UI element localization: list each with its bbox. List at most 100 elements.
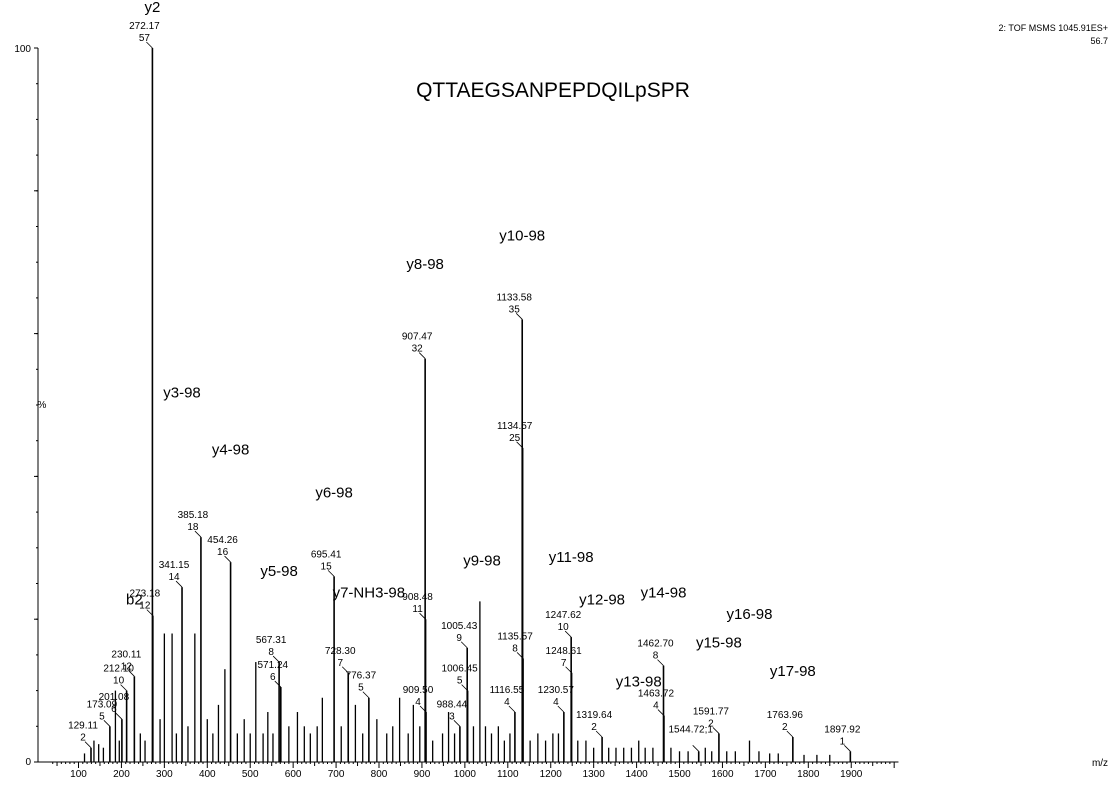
peak-leader bbox=[418, 352, 426, 359]
ion-annotation: y4-98 bbox=[212, 442, 250, 459]
peak-leader bbox=[120, 684, 127, 691]
peak-mz-label: 212.10 bbox=[103, 664, 134, 675]
peak-intensity-label: 8 bbox=[512, 643, 518, 654]
peak-mz-label: 1462.70 bbox=[637, 639, 674, 650]
ion-annotation: y12-98 bbox=[579, 592, 625, 609]
peak-mz-label: 1463.72 bbox=[638, 689, 675, 700]
peak-leader bbox=[565, 666, 572, 674]
peak-mz-label: 571.24 bbox=[258, 660, 289, 671]
peak-mz-label: 1319.64 bbox=[576, 710, 613, 721]
ion-annotation: y7-NH3-98 bbox=[333, 584, 406, 601]
x-tick-label: 1400 bbox=[625, 769, 648, 780]
peak-leader bbox=[274, 680, 282, 688]
peak-mz-label: 1763.96 bbox=[767, 710, 804, 721]
ion-annotation: y2 bbox=[144, 0, 160, 16]
peak-mz-label: 1133.58 bbox=[497, 292, 533, 303]
peak-intensity-label: 15 bbox=[321, 561, 333, 572]
axes: 0 100 100 200 300 400 500 600 700 800 900 1000 1100 1… bbox=[14, 44, 899, 780]
peak-mz-label: 1247.62 bbox=[545, 610, 582, 621]
peak-leader bbox=[175, 580, 183, 588]
peak-leader bbox=[692, 745, 700, 752]
ion-annotation: y3-98 bbox=[163, 385, 201, 402]
ion-annotation: y16-98 bbox=[727, 606, 773, 623]
peak-intensity-label: 1 bbox=[840, 736, 846, 747]
peak-mz-label: 341.15 bbox=[159, 560, 190, 571]
peak-leader bbox=[657, 709, 665, 716]
peak-mz-label: 173.09 bbox=[87, 699, 118, 710]
peak-mz-label: 1248.61 bbox=[546, 646, 583, 657]
peak-mz-label: 1897.92 bbox=[824, 724, 861, 735]
peak-leader bbox=[115, 712, 123, 720]
peak-intensity-label: 9 bbox=[456, 633, 462, 644]
x-tick-label: 400 bbox=[199, 769, 216, 780]
x-tick-label: 1100 bbox=[497, 769, 519, 780]
peak-intensity-label: 2 bbox=[708, 718, 714, 729]
ion-annotation: y15-98 bbox=[696, 634, 742, 651]
peak-mz-label: 385.18 bbox=[178, 510, 209, 521]
ion-annotation: y14-98 bbox=[641, 584, 687, 601]
x-axis-label: m/z bbox=[1092, 758, 1108, 769]
peak-mz-label: 230.11 bbox=[111, 649, 141, 660]
peak-intensity-label: 2 bbox=[782, 722, 788, 733]
peak-leader bbox=[844, 745, 851, 752]
peak-mz-label: 695.41 bbox=[311, 549, 342, 560]
peak-mz-label: 1230.57 bbox=[538, 685, 575, 696]
peak-mz-label: 1544.72;1 bbox=[668, 724, 713, 735]
peak-leader bbox=[657, 659, 664, 666]
peak-mz-label: 273.18 bbox=[130, 589, 161, 600]
peak-intensity-label: 35 bbox=[509, 304, 521, 315]
peak-leader bbox=[786, 730, 794, 738]
x-tick-label: 1300 bbox=[583, 769, 606, 780]
x-tick-label: 200 bbox=[113, 769, 130, 780]
peak-intensity-label: 4 bbox=[415, 697, 421, 708]
ion-annotation: y10-98 bbox=[499, 227, 545, 244]
peak-mz-label: 272.17 bbox=[129, 21, 160, 32]
peak-intensity-label: 7 bbox=[561, 658, 567, 669]
ion-annotation: b2 bbox=[126, 592, 143, 609]
peak-leader bbox=[564, 630, 572, 638]
peak-leader bbox=[712, 727, 720, 734]
labeled-peaks: 129.112173.095201.086212.1010230.1112272… bbox=[68, 21, 861, 762]
peak-intensity-label: 8 bbox=[268, 647, 274, 658]
x-tick-label: 800 bbox=[371, 769, 388, 780]
peak-intensity-label: 57 bbox=[139, 33, 151, 44]
ion-annotations: y2 b2 y3-98 y4-98 y5-98 y6-98 y7-NH3-98 y8-98 y9… bbox=[126, 0, 816, 691]
y-tick-label: 100 bbox=[14, 44, 31, 55]
peak-intensity-label: 14 bbox=[168, 572, 180, 583]
max-intensity-label: 56.7 bbox=[1090, 36, 1108, 46]
peak-intensity-label: 18 bbox=[187, 522, 199, 533]
peak-intensity-label: 7 bbox=[337, 658, 343, 669]
peak-intensity-label: 4 bbox=[653, 701, 659, 712]
x-tick-label: 1600 bbox=[711, 769, 734, 780]
peak-intensity-label: 16 bbox=[217, 547, 229, 558]
peak-leader bbox=[272, 655, 280, 663]
peak-intensity-label: 5 bbox=[358, 683, 364, 694]
peak-leader bbox=[508, 705, 516, 713]
ion-annotation: y17-98 bbox=[770, 663, 816, 680]
peak-mz-label: 988.44 bbox=[437, 699, 468, 710]
peak-mz-label: 908.48 bbox=[402, 592, 433, 603]
peak-leader bbox=[419, 612, 426, 620]
peak-intensity-label: 12 bbox=[121, 661, 133, 672]
peak-intensity-label: 6 bbox=[270, 672, 276, 683]
peak-mz-label: 1005.43 bbox=[441, 621, 478, 632]
peak-leader bbox=[84, 741, 92, 749]
x-tick-label: 500 bbox=[242, 769, 259, 780]
peak-leader bbox=[146, 41, 153, 49]
peak-leader bbox=[516, 441, 523, 449]
ion-annotation: y5-98 bbox=[260, 563, 298, 580]
peak-mz-label: 1135.57 bbox=[497, 631, 533, 642]
peak-leader bbox=[194, 530, 202, 538]
peak-leader bbox=[224, 555, 231, 563]
peak-mz-label: 1591.77 bbox=[693, 706, 730, 717]
ion-annotation: y6-98 bbox=[315, 485, 353, 502]
peak-intensity-label: 6 bbox=[111, 704, 117, 715]
ion-annotation: y11-98 bbox=[549, 549, 594, 566]
x-tick-label: 1500 bbox=[668, 769, 691, 780]
peak-mz-label: 454.26 bbox=[207, 535, 238, 546]
peak-leader bbox=[557, 705, 565, 713]
peak-leader bbox=[595, 730, 603, 738]
x-tick-label: 1000 bbox=[454, 769, 477, 780]
peak-intensity-label: 5 bbox=[457, 676, 463, 687]
